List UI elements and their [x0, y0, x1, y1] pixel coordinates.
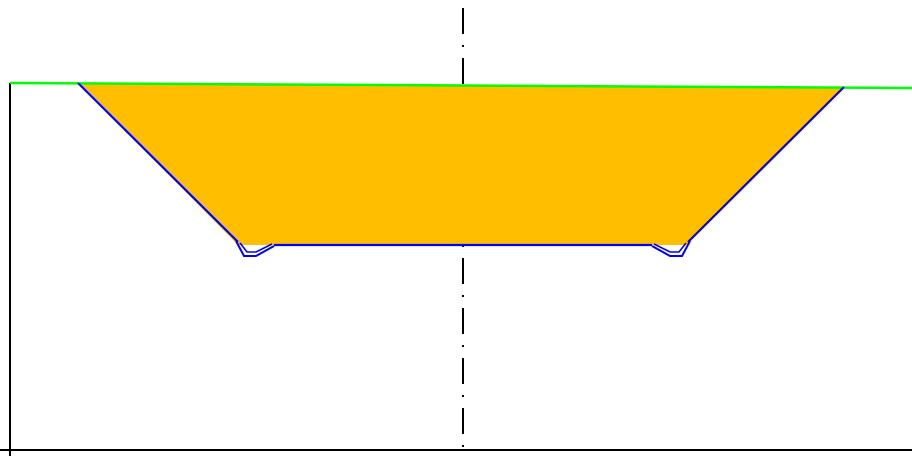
left-notch-outer	[235, 240, 275, 257]
section-fill	[78, 83, 844, 245]
right-notch-inner	[653, 242, 687, 253]
left-notch-inner	[239, 242, 273, 253]
right-slope-line	[687, 86, 845, 243]
left-slope-line	[77, 82, 239, 243]
right-notch-outer	[651, 240, 691, 257]
ground-line	[9, 81, 912, 90]
